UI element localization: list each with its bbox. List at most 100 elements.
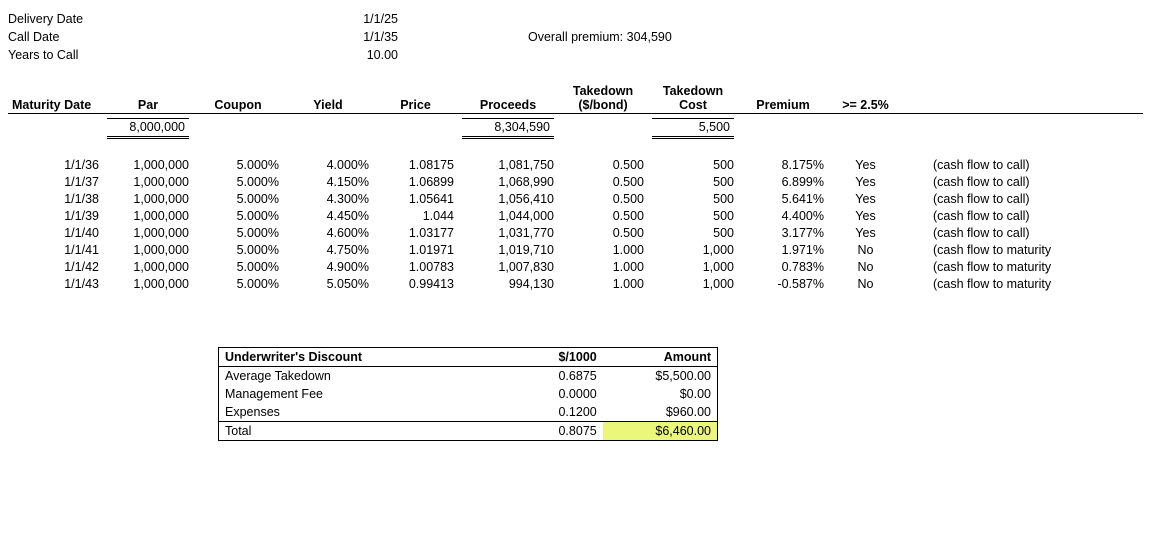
cell-yield: 4.300% bbox=[283, 190, 373, 207]
cell-par: 1,000,000 bbox=[103, 190, 193, 207]
totals-row: 8,000,000 8,304,590 5,500 bbox=[8, 114, 1143, 144]
uw-col-per-1000: $/1000 bbox=[493, 348, 603, 367]
col-par: Par bbox=[103, 82, 193, 114]
cell-premium: -0.587% bbox=[738, 275, 828, 292]
cell-coupon: 5.000% bbox=[193, 190, 283, 207]
cell-note: (cash flow to call) bbox=[903, 224, 1143, 241]
uw-label: Average Takedown bbox=[219, 367, 493, 386]
uw-row-average-takedown: Average Takedown 0.6875 $5,500.00 bbox=[219, 367, 718, 386]
underwriter-discount-table: Underwriter's Discount $/1000 Amount Ave… bbox=[218, 347, 718, 441]
cell-par: 1,000,000 bbox=[103, 241, 193, 258]
cell-yield: 4.150% bbox=[283, 173, 373, 190]
total-proceeds: 8,304,590 bbox=[462, 118, 554, 139]
cell-proceeds: 1,019,710 bbox=[458, 241, 558, 258]
cell-note: (cash flow to call) bbox=[903, 190, 1143, 207]
cell-price: 1.05641 bbox=[373, 190, 458, 207]
cell-gte: No bbox=[828, 241, 903, 258]
uw-label: Management Fee bbox=[219, 385, 493, 403]
cell-coupon: 5.000% bbox=[193, 156, 283, 173]
cell-takedown-per-bond: 1.000 bbox=[558, 275, 648, 292]
uw-title: Underwriter's Discount bbox=[219, 348, 493, 367]
table-row: 1/1/391,000,0005.000%4.450%1.0441,044,00… bbox=[8, 207, 1143, 224]
cell-gte: No bbox=[828, 275, 903, 292]
cell-takedown-per-bond: 1.000 bbox=[558, 258, 648, 275]
cell-takedown-per-bond: 0.500 bbox=[558, 173, 648, 190]
uw-row-total: Total 0.8075 $6,460.00 bbox=[219, 422, 718, 441]
cell-coupon: 5.000% bbox=[193, 275, 283, 292]
cell-note: (cash flow to call) bbox=[903, 173, 1143, 190]
years-to-call-value: 10.00 bbox=[128, 48, 398, 62]
cell-price: 1.044 bbox=[373, 207, 458, 224]
cell-takedown-cost: 1,000 bbox=[648, 241, 738, 258]
cell-takedown-per-bond: 0.500 bbox=[558, 207, 648, 224]
cell-maturity: 1/1/43 bbox=[8, 275, 103, 292]
cell-note: (cash flow to maturity bbox=[903, 241, 1143, 258]
table-row: 1/1/401,000,0005.000%4.600%1.031771,031,… bbox=[8, 224, 1143, 241]
uw-total-label: Total bbox=[219, 422, 493, 441]
cell-takedown-cost: 1,000 bbox=[648, 258, 738, 275]
cell-takedown-cost: 500 bbox=[648, 207, 738, 224]
cell-proceeds: 994,130 bbox=[458, 275, 558, 292]
years-to-call-label: Years to Call bbox=[8, 48, 128, 62]
cell-price: 1.00783 bbox=[373, 258, 458, 275]
uw-col-amount: Amount bbox=[603, 348, 718, 367]
uw-row-management-fee: Management Fee 0.0000 $0.00 bbox=[219, 385, 718, 403]
cell-takedown-cost: 500 bbox=[648, 190, 738, 207]
cell-yield: 5.050% bbox=[283, 275, 373, 292]
uw-per1000: 0.0000 bbox=[493, 385, 603, 403]
cell-price: 1.03177 bbox=[373, 224, 458, 241]
call-date-label: Call Date bbox=[8, 30, 128, 44]
col-gte: >= 2.5% bbox=[828, 82, 903, 114]
cell-premium: 8.175% bbox=[738, 156, 828, 173]
cell-takedown-cost: 500 bbox=[648, 156, 738, 173]
col-coupon: Coupon bbox=[193, 82, 283, 114]
uw-total-amount: $6,460.00 bbox=[603, 422, 718, 441]
col-price: Price bbox=[373, 82, 458, 114]
cell-coupon: 5.000% bbox=[193, 241, 283, 258]
cell-takedown-cost: 1,000 bbox=[648, 275, 738, 292]
cell-note: (cash flow to maturity bbox=[903, 258, 1143, 275]
table-row: 1/1/421,000,0005.000%4.900%1.007831,007,… bbox=[8, 258, 1143, 275]
cell-price: 1.08175 bbox=[373, 156, 458, 173]
underwriter-discount-block: Underwriter's Discount $/1000 Amount Ave… bbox=[218, 347, 718, 441]
table-row: 1/1/361,000,0005.000%4.000%1.081751,081,… bbox=[8, 156, 1143, 173]
cell-par: 1,000,000 bbox=[103, 224, 193, 241]
col-note bbox=[903, 82, 1143, 114]
total-takedown-cost: 5,500 bbox=[652, 118, 734, 139]
cell-par: 1,000,000 bbox=[103, 173, 193, 190]
cell-coupon: 5.000% bbox=[193, 173, 283, 190]
cell-premium: 4.400% bbox=[738, 207, 828, 224]
col-takedown-per-bond: Takedown($/bond) bbox=[558, 82, 648, 114]
cell-gte: Yes bbox=[828, 224, 903, 241]
cell-par: 1,000,000 bbox=[103, 156, 193, 173]
cell-yield: 4.450% bbox=[283, 207, 373, 224]
bond-schedule-table: Maturity Date Par Coupon Yield Price Pro… bbox=[8, 82, 1143, 292]
cell-coupon: 5.000% bbox=[193, 258, 283, 275]
cell-proceeds: 1,007,830 bbox=[458, 258, 558, 275]
cell-takedown-per-bond: 0.500 bbox=[558, 224, 648, 241]
cell-gte: No bbox=[828, 258, 903, 275]
col-premium: Premium bbox=[738, 82, 828, 114]
cell-takedown-per-bond: 1.000 bbox=[558, 241, 648, 258]
col-proceeds: Proceeds bbox=[458, 82, 558, 114]
uw-amount: $0.00 bbox=[603, 385, 718, 403]
cell-proceeds: 1,081,750 bbox=[458, 156, 558, 173]
cell-premium: 3.177% bbox=[738, 224, 828, 241]
cell-gte: Yes bbox=[828, 156, 903, 173]
cell-par: 1,000,000 bbox=[103, 275, 193, 292]
cell-yield: 4.600% bbox=[283, 224, 373, 241]
cell-premium: 6.899% bbox=[738, 173, 828, 190]
col-maturity: Maturity Date bbox=[8, 82, 103, 114]
table-row: 1/1/411,000,0005.000%4.750%1.019711,019,… bbox=[8, 241, 1143, 258]
delivery-date-label: Delivery Date bbox=[8, 12, 128, 26]
delivery-date-value: 1/1/25 bbox=[128, 12, 398, 26]
table-row: 1/1/431,000,0005.000%5.050%0.99413994,13… bbox=[8, 275, 1143, 292]
total-par: 8,000,000 bbox=[107, 118, 189, 139]
cell-maturity: 1/1/42 bbox=[8, 258, 103, 275]
cell-price: 1.01971 bbox=[373, 241, 458, 258]
col-takedown-cost: TakedownCost bbox=[648, 82, 738, 114]
header-block: Delivery Date 1/1/25 Call Date 1/1/35 Ov… bbox=[8, 10, 1143, 64]
cell-premium: 0.783% bbox=[738, 258, 828, 275]
cell-note: (cash flow to call) bbox=[903, 156, 1143, 173]
uw-label: Expenses bbox=[219, 403, 493, 422]
